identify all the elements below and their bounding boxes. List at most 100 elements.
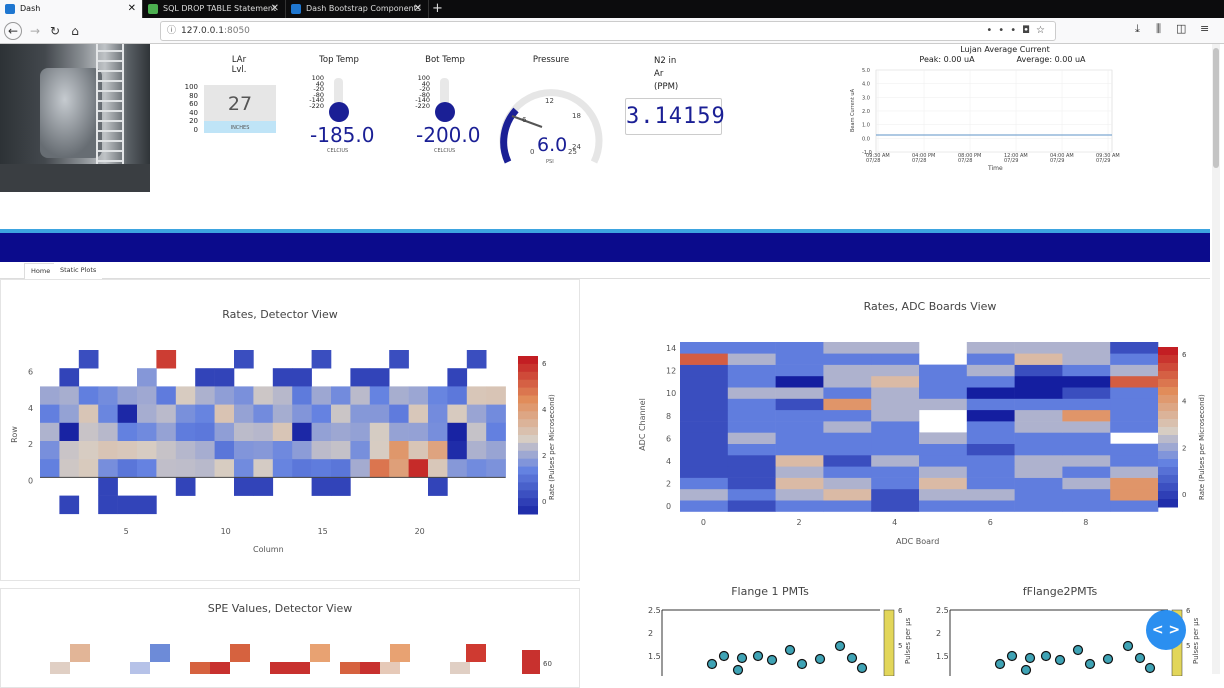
heatmap-cell: [727, 455, 776, 467]
detector-xtick: 5: [124, 527, 129, 536]
scrollbar-thumb[interactable]: [1213, 48, 1219, 168]
pmt-point: [856, 662, 868, 674]
more-actions-icon[interactable]: •••: [986, 25, 1023, 36]
heatmap-cell: [680, 375, 729, 388]
colorbar-segment: [518, 442, 538, 452]
tab-sql[interactable]: SQL DROP TABLE Statement ✕: [143, 0, 286, 18]
library-icon[interactable]: ⫼: [1156, 22, 1162, 35]
pocket-icon[interactable]: ◘: [1022, 25, 1037, 36]
colorbar-segment: [1158, 459, 1178, 468]
tab-static-plots[interactable]: Static Plots: [54, 263, 103, 279]
colorbar-tick: 6: [1182, 351, 1187, 359]
heatmap-cell: [78, 459, 99, 478]
colorbar-segment: [1158, 427, 1178, 436]
heatmap-cell: [70, 644, 90, 662]
back-arrow-icon[interactable]: ←: [4, 22, 22, 40]
adc-ytick: 4: [666, 457, 671, 466]
site-info-icon[interactable]: ⓘ: [167, 26, 177, 36]
heatmap-cell: [966, 466, 1015, 478]
colorbar-segment: [1158, 371, 1178, 380]
detector-ytick: 6: [28, 367, 33, 376]
heatmap-cell: [253, 441, 274, 460]
heatmap-cell: [78, 404, 99, 424]
detector-ytick: 0: [28, 477, 33, 486]
heatmap-cell: [1062, 477, 1111, 490]
heatmap-cell: [40, 422, 60, 442]
heatmap-cell: [1014, 466, 1063, 478]
flange-ytick: 2.5: [648, 606, 661, 615]
heatmap-cell: [331, 441, 351, 460]
heatmap-cell: [775, 477, 824, 490]
detector-colorbar-label: Rate (Pulses per Microsecond): [548, 394, 556, 500]
heatmap-cell: [428, 386, 448, 405]
page-scrollbar[interactable]: [1212, 44, 1220, 674]
menu-icon[interactable]: ≡: [1200, 22, 1210, 35]
heatmap-cell: [331, 459, 351, 478]
home-icon[interactable]: ⌂: [71, 24, 79, 38]
heatmap-cell: [1110, 398, 1159, 411]
heatmap-cell: [871, 443, 920, 456]
heatmap-cell: [1062, 455, 1111, 467]
download-icon[interactable]: ⤓: [1135, 22, 1140, 35]
heatmap-cell: [1014, 455, 1063, 467]
lar-level-tank: 27 INCHES: [204, 85, 276, 133]
heatmap-cell: [428, 404, 448, 424]
heatmap-cell: [1014, 398, 1063, 411]
close-tab-icon[interactable]: ✕: [270, 3, 279, 14]
heatmap-cell: [350, 368, 371, 387]
heatmap-cell: [919, 500, 968, 512]
sidebar-icon[interactable]: ◫: [1176, 22, 1187, 35]
flange-ytick: 1.5: [936, 652, 949, 661]
heatmap-cell: [350, 422, 371, 442]
heatmap-cell: [966, 455, 1015, 467]
heatmap-cell: [1014, 387, 1063, 399]
heatmap-cell: [137, 459, 157, 478]
colorbar-segment: [518, 482, 538, 491]
tab-dash[interactable]: Dash ✕: [0, 0, 143, 18]
heatmap-cell: [311, 441, 332, 460]
new-tab-icon[interactable]: +: [432, 1, 443, 16]
detector-photo: [0, 44, 150, 192]
heatmap-cell: [59, 441, 80, 460]
reload-icon[interactable]: ↻: [49, 24, 61, 38]
heatmap-cell: [428, 477, 448, 496]
heatmap-cell: [156, 386, 177, 405]
top-temp-thermometer: [334, 78, 343, 106]
adc-ytick: 14: [666, 344, 676, 353]
close-tab-icon[interactable]: ✕: [413, 3, 422, 14]
heatmap-cell: [408, 404, 429, 424]
heatmap-cell: [1110, 387, 1159, 399]
top-temp-value: -185.0: [310, 123, 375, 147]
detector-ytick: 4: [28, 404, 33, 413]
heatmap-cell: [775, 398, 824, 411]
heatmap-cell: [727, 387, 776, 399]
heatmap-cell: [871, 455, 920, 467]
code-toggle-button[interactable]: < >: [1146, 610, 1186, 650]
heatmap-cell: [919, 466, 968, 478]
colorbar-segment: [518, 411, 538, 420]
flange2-title: fFlange2PMTs: [1022, 585, 1098, 598]
heatmap-cell: [871, 375, 920, 388]
heatmap-cell: [292, 404, 312, 424]
heatmap-cell: [175, 422, 196, 442]
colorbar-segment: [518, 466, 538, 475]
browser-nav-bar: ← → ↻ ⌂ ⓘ 127.0.0.1:8050 •••◘☆ ⤓ ⫼ ◫ ≡: [0, 18, 1224, 44]
bookmark-star-icon[interactable]: ☆: [1036, 25, 1051, 36]
beam-peak: Peak: 0.00 uA: [919, 55, 975, 64]
heatmap-cell: [59, 422, 80, 442]
tab-dbc[interactable]: Dash Bootstrap Components ✕: [286, 0, 429, 18]
heatmap-cell: [1014, 409, 1063, 422]
close-tab-icon[interactable]: ✕: [127, 3, 136, 14]
url-bar[interactable]: ⓘ 127.0.0.1:8050 •••◘☆: [160, 21, 1056, 41]
heatmap-cell: [389, 422, 409, 442]
sql-favicon-icon: [148, 4, 158, 14]
pressure-tick-0: 0: [530, 148, 534, 156]
tab-home[interactable]: Home: [24, 263, 58, 279]
heatmap-cell: [447, 422, 468, 442]
forward-arrow-icon[interactable]: →: [29, 24, 41, 38]
bot-temp-bulb: [435, 102, 455, 122]
colorbar-segment: [1158, 483, 1178, 492]
heatmap-cell: [234, 386, 254, 405]
heatmap-cell: [680, 466, 729, 478]
pmt-point: [1024, 652, 1036, 664]
